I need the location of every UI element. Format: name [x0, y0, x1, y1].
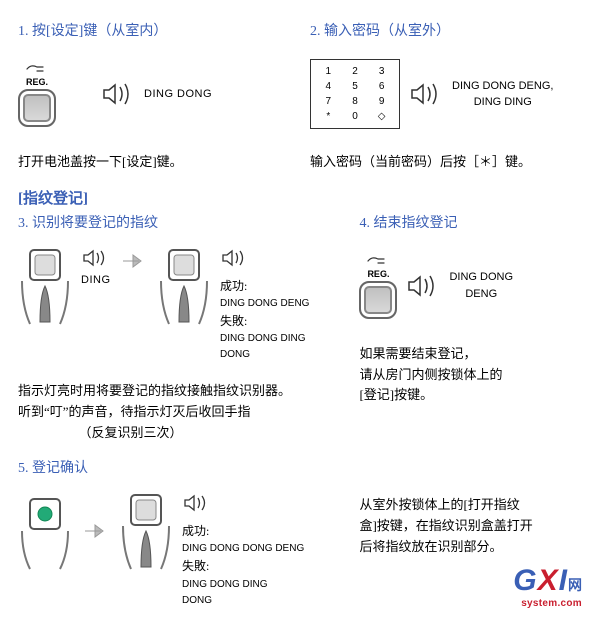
step3-success-sound: DING DONG DENG — [220, 296, 309, 312]
set-button-icon — [18, 89, 56, 127]
reg-label: REG. — [26, 77, 48, 87]
logo-text: GXI — [513, 564, 568, 597]
s4-l1: DING DONG — [449, 269, 513, 286]
step3-desc3: （反复识别三次） — [18, 423, 243, 444]
step2-title: 2. 输入密码（从室外） — [310, 20, 582, 40]
hand-press-icon — [25, 61, 49, 75]
keypad-graphic: 123 456 789 *0◇ — [310, 59, 400, 129]
reg-button-graphic: REG. — [18, 61, 56, 127]
step5-title: 5. 登记确认 — [18, 457, 339, 477]
speaker-icon — [405, 271, 441, 301]
step3-desc1: 指示灯亮时用将要登记的指纹接触指纹识别器。 — [18, 381, 339, 402]
speaker-icon — [220, 246, 250, 270]
step4-desc1: 如果需要结束登记， — [359, 344, 582, 365]
reg-button-graphic: REG. — [359, 253, 397, 319]
s4-l2: DENG — [449, 286, 513, 303]
step4-desc3: [登记]按键。 — [359, 385, 582, 406]
fingerprint-box-icon — [18, 491, 73, 571]
step5-success-label: 成功: — [182, 522, 304, 541]
arrow-right-icon — [81, 516, 111, 546]
step5-fail-sound2: DONG — [182, 593, 304, 609]
step5-desc: 从室外按锁体上的[打开指纹 盒]按键，在指纹识别盒盖打开 后将指纹放在识别部分。 — [359, 495, 582, 557]
speaker-icon — [100, 79, 136, 109]
hand-press-icon — [366, 253, 390, 267]
speaker-icon — [182, 491, 212, 515]
step-2: 2. 输入密码（从室外） 123 456 789 *0◇ DING DONG D… — [310, 20, 582, 173]
fingerprint-scanner-icon — [157, 246, 212, 326]
step2-sound-l1: DING DONG DENG, — [452, 78, 553, 95]
reg-label: REG. — [367, 269, 389, 279]
step5-fail-sound1: DING DONG DING — [182, 577, 304, 593]
step2-desc: 输入密码（当前密码）后按［＊］键。 — [310, 152, 582, 173]
gxi-logo: GXI网 system.com — [359, 564, 582, 609]
step3-sound: DING — [81, 274, 111, 286]
step3-desc2: 听到“叮”的声音，待指示灯灭后收回手指 — [18, 402, 339, 423]
speaker-icon — [81, 246, 111, 270]
step3-fail-sound1: DING DONG DING — [220, 331, 309, 347]
step5-desc2: 盒]按键，在指纹识别盒盖打开 — [359, 516, 582, 537]
step5-desc3: 后将指纹放在识别部分。 — [359, 537, 582, 558]
step3-fail-label: 失敗: — [220, 312, 309, 331]
step5-success-sound: DING DONG DONG DENG — [182, 541, 304, 557]
fingerprint-scanner-icon — [119, 491, 174, 571]
step5-fail-label: 失敗: — [182, 557, 304, 576]
step4-sound: DING DONG DENG — [449, 269, 513, 302]
step3-success-label: 成功: — [220, 277, 309, 296]
logo-url: system.com — [359, 598, 582, 609]
step-3: 3. 识别将要登记的指纹 DING 成功: DING DONG DENG 失敗:… — [18, 212, 339, 444]
step4-desc2: 请从房门内侧按锁体上的 — [359, 365, 582, 386]
fingerprint-section-title: [指纹登记] — [18, 187, 582, 208]
step3-desc: 指示灯亮时用将要登记的指纹接触指纹识别器。 听到“叮”的声音，待指示灯灭后收回手… — [18, 381, 339, 443]
step4-title: 4. 结束指纹登记 — [359, 212, 582, 232]
step5-outcome: 成功: DING DONG DONG DENG 失敗: DING DONG DI… — [182, 491, 304, 608]
step1-sound: DING DONG — [144, 88, 212, 100]
set-button-icon — [359, 281, 397, 319]
speaker-icon — [408, 79, 444, 109]
step3-fail-sound2: DONG — [220, 347, 309, 363]
fingerprint-scanner-icon — [18, 246, 73, 326]
step1-desc: 打开电池盖按一下[设定]键。 — [18, 152, 290, 173]
step3-title: 3. 识别将要登记的指纹 — [18, 212, 339, 232]
step2-sound: DING DONG DENG, DING DING — [452, 78, 553, 111]
step-5: 5. 登记确认 成功: DING DONG DONG DENG 失敗: DING… — [18, 457, 339, 608]
step5-side-desc-col: 从室外按锁体上的[打开指纹 盒]按键，在指纹识别盒盖打开 后将指纹放在识别部分。… — [359, 457, 582, 608]
step-1: 1. 按[设定]键（从室内） REG. DING DONG 打开电池盖按一下[设… — [18, 20, 290, 173]
arrow-right-icon — [119, 246, 149, 276]
step5-desc1: 从室外按锁体上的[打开指纹 — [359, 495, 582, 516]
step-4: 4. 结束指纹登记 REG. DING DONG DENG 如果需要结束登记， … — [359, 212, 582, 444]
step1-title: 1. 按[设定]键（从室内） — [18, 20, 290, 40]
logo-wang: 网 — [568, 577, 582, 593]
step2-sound-l2: DING DING — [452, 94, 553, 111]
step4-desc: 如果需要结束登记， 请从房门内侧按锁体上的 [登记]按键。 — [359, 344, 582, 406]
step3-outcome: 成功: DING DONG DENG 失敗: DING DONG DING DO… — [220, 246, 309, 363]
